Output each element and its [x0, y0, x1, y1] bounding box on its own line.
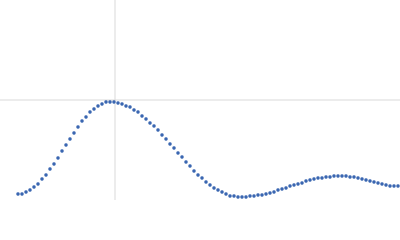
- point: [264, 192, 268, 196]
- point: [68, 137, 72, 141]
- point: [232, 194, 236, 198]
- point: [364, 178, 368, 182]
- point: [28, 188, 32, 192]
- point: [40, 177, 44, 181]
- point: [176, 151, 180, 155]
- point: [96, 104, 100, 108]
- point: [332, 174, 336, 178]
- point: [308, 178, 312, 182]
- point: [344, 174, 348, 178]
- point: [248, 194, 252, 198]
- point: [80, 119, 84, 123]
- point: [312, 177, 316, 181]
- point: [44, 173, 48, 177]
- point: [216, 188, 220, 192]
- point: [244, 195, 248, 199]
- point: [252, 194, 256, 198]
- point: [388, 184, 392, 188]
- point: [324, 175, 328, 179]
- point: [56, 156, 60, 160]
- point: [340, 174, 344, 178]
- point: [188, 164, 192, 168]
- point: [280, 187, 284, 191]
- point: [168, 142, 172, 146]
- point: [192, 169, 196, 173]
- point: [372, 180, 376, 184]
- point: [236, 195, 240, 199]
- point: [336, 174, 340, 178]
- point: [348, 175, 352, 179]
- point: [380, 182, 384, 186]
- point: [52, 162, 56, 166]
- point: [320, 176, 324, 180]
- point: [140, 114, 144, 118]
- point: [184, 160, 188, 164]
- page: (() => { const data = JSON.parse(documen…: [0, 0, 400, 200]
- point: [48, 167, 52, 171]
- point: [156, 128, 160, 132]
- point: [296, 182, 300, 186]
- point: [76, 125, 80, 129]
- point: [88, 110, 92, 114]
- point: [224, 192, 228, 196]
- point: [272, 190, 276, 194]
- point: [208, 183, 212, 187]
- point: [384, 183, 388, 187]
- chart: [0, 0, 400, 200]
- point: [196, 173, 200, 177]
- point: [220, 190, 224, 194]
- point: [240, 195, 244, 199]
- point: [316, 176, 320, 180]
- point: [204, 180, 208, 184]
- point: [36, 182, 40, 186]
- point: [16, 192, 20, 196]
- point: [396, 184, 400, 188]
- point: [228, 194, 232, 198]
- point: [148, 121, 152, 125]
- point: [120, 102, 124, 106]
- point: [124, 104, 128, 108]
- point: [304, 179, 308, 183]
- point: [72, 131, 76, 135]
- point: [360, 177, 364, 181]
- point: [392, 184, 396, 188]
- point: [284, 186, 288, 190]
- point: [136, 110, 140, 114]
- point: [144, 117, 148, 121]
- point: [352, 175, 356, 179]
- point: [100, 102, 104, 106]
- point: [276, 188, 280, 192]
- point: [152, 124, 156, 128]
- point: [160, 133, 164, 137]
- point: [300, 181, 304, 185]
- point: [116, 101, 120, 105]
- point: [64, 143, 68, 147]
- point: [20, 192, 24, 196]
- point: [368, 179, 372, 183]
- point: [328, 175, 332, 179]
- point: [92, 107, 96, 111]
- point: [164, 137, 168, 141]
- point: [132, 108, 136, 112]
- point: [180, 155, 184, 159]
- point: [84, 115, 88, 119]
- point: [128, 105, 132, 109]
- point: [288, 184, 292, 188]
- point: [112, 100, 116, 104]
- point: [212, 186, 216, 190]
- point: [172, 146, 176, 150]
- point: [376, 181, 380, 185]
- point: [24, 190, 28, 194]
- point: [108, 100, 112, 104]
- point: [260, 193, 264, 197]
- point: [292, 183, 296, 187]
- point: [256, 193, 260, 197]
- point: [356, 176, 360, 180]
- point: [60, 149, 64, 153]
- point: [104, 100, 108, 104]
- point: [32, 185, 36, 189]
- point: [268, 191, 272, 195]
- point: [200, 176, 204, 180]
